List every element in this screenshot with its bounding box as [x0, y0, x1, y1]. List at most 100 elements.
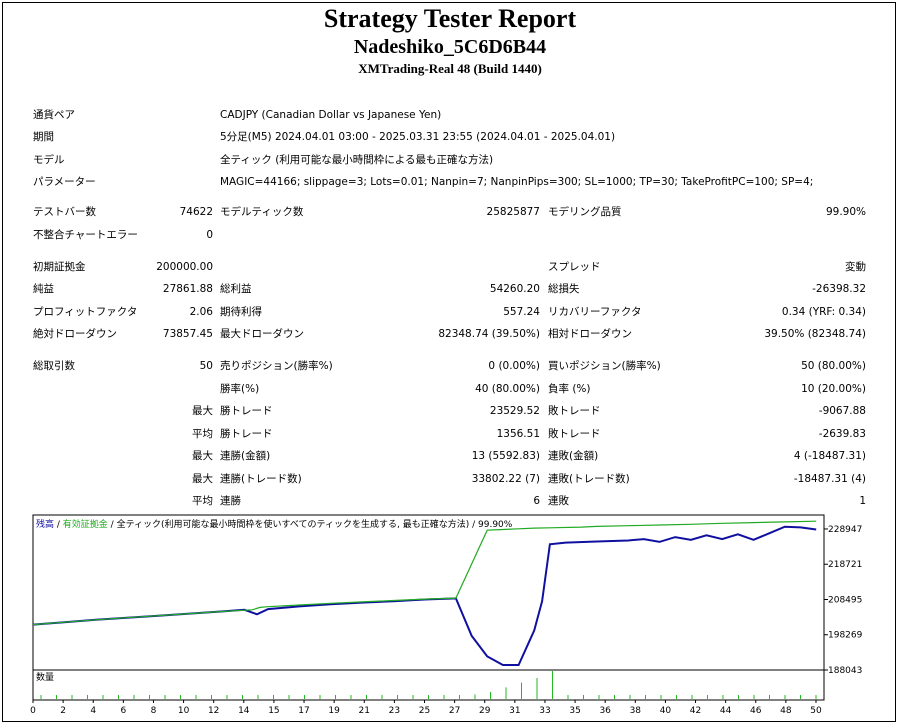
- rel-drawdown-value: 39.50% (82348.74): [764, 328, 866, 340]
- legend-balance: 残高: [36, 518, 54, 530]
- model-label: モデル: [33, 154, 65, 166]
- x-tick-label: 6: [120, 706, 126, 716]
- avg-loss-value: -2639.83: [818, 428, 866, 440]
- rel-drawdown-label: 相対ドローダウン: [548, 328, 632, 340]
- profit-factor-label: プロフィットファクタ: [33, 306, 138, 318]
- chart-legend: 残高 / 有効証拠金 / 全ティック(利用可能な最小時間枠を使いすべてのティック…: [36, 518, 513, 530]
- params-label: パラメーター: [33, 176, 96, 188]
- gross-profit-value: 54260.20: [489, 283, 540, 295]
- x-tick-label: 19: [328, 706, 340, 716]
- avg-consec-loss-value: 1: [859, 495, 866, 507]
- avg-consec-loss-label: 連敗: [548, 495, 569, 507]
- legend-sep-1: /: [54, 520, 63, 530]
- short-positions-label: 売りポジション(勝率%): [220, 360, 333, 372]
- profit-factor-value: 2.06: [189, 306, 213, 318]
- total-trades-value: 50: [199, 360, 213, 372]
- x-tick-label: 33: [539, 706, 550, 716]
- x-tick-label: 38: [630, 706, 642, 716]
- max-word: 最大: [192, 405, 213, 417]
- loss-rate-label: 負率 (%): [548, 383, 591, 395]
- x-tick-label: 17: [298, 706, 309, 716]
- legend-sep-3: /: [469, 520, 478, 530]
- largest-win-value: 23529.52: [489, 405, 540, 417]
- deposit-value: 200000.00: [156, 261, 213, 273]
- avg-consec-wins-value: 6: [533, 495, 540, 507]
- legend-sep-2: /: [108, 520, 117, 530]
- y-tick-label: 198269: [828, 631, 863, 641]
- x-tick-label: 21: [359, 706, 370, 716]
- consec-wins-count-label: 連勝(トレード数): [220, 473, 302, 485]
- server-build: XMTrading-Real 48 (Build 1440): [358, 61, 542, 76]
- short-positions-value: 0 (0.00%): [488, 360, 540, 372]
- symbol-label: 通貨ペア: [33, 109, 75, 121]
- consec-wins-money-label: 連勝(金額): [220, 450, 271, 462]
- largest-loss-label: 敗トレード: [548, 405, 601, 417]
- legend-quality: 99.90%: [478, 520, 513, 530]
- bars-value: 74622: [179, 206, 213, 218]
- consec-wins-money-value: 13 (5592.83): [471, 450, 540, 462]
- quality-label: モデリング品質: [548, 206, 622, 218]
- x-tick-label: 8: [151, 706, 157, 716]
- period-value: 5分足(M5) 2024.04.01 03:00 - 2025.03.31 23…: [220, 131, 616, 143]
- x-tick-label: 15: [268, 706, 279, 716]
- model-value: 全ティック (利用可能な最小時間枠による最も正確な方法): [220, 154, 494, 166]
- y-tick-label: 218721: [828, 560, 862, 570]
- bars-label: テストバー数: [33, 206, 96, 218]
- win-rate-value: 40 (80.00%): [475, 383, 540, 395]
- gross-loss-value: -26398.32: [812, 283, 866, 295]
- legend-equity: 有効証拠金: [63, 518, 108, 530]
- report-title: Strategy Tester Report: [323, 4, 577, 33]
- avg-loss-label: 敗トレード: [548, 428, 601, 440]
- total-trades-label: 総取引数: [33, 360, 75, 372]
- x-tick-label: 25: [419, 706, 430, 716]
- ticks-value: 25825877: [486, 206, 540, 218]
- spread-label: スプレッド: [548, 261, 601, 273]
- avg-word-2: 平均: [192, 495, 213, 507]
- avg-win-value: 1356.51: [496, 428, 540, 440]
- symbol-value: CADJPY (Canadian Dollar vs Japanese Yen): [220, 109, 442, 121]
- x-tick-label: 44: [720, 706, 732, 716]
- consec-loss-count-label: 連敗(トレード数): [548, 473, 630, 485]
- consec-loss-count-value: -18487.31 (4): [793, 473, 866, 485]
- y-tick-label: 188043: [828, 666, 862, 676]
- balance-line: [32, 520, 817, 626]
- largest-win-label: 勝トレード: [220, 405, 273, 417]
- expected-payoff-value: 557.24: [503, 306, 540, 318]
- spread-value: 変動: [845, 261, 866, 273]
- recovery-factor-label: リカバリーファクタ: [548, 306, 642, 318]
- consec-loss-money-value: 4 (-18487.31): [793, 450, 866, 462]
- x-tick-label: 29: [479, 706, 491, 716]
- largest-loss-value: -9067.88: [818, 405, 866, 417]
- consec-wins-count-value: 33802.22 (7): [471, 473, 540, 485]
- abs-drawdown-label: 絶対ドローダウン: [33, 328, 117, 340]
- x-tick-label: 14: [238, 706, 250, 716]
- abs-drawdown-value: 73857.45: [162, 328, 213, 340]
- x-tick-label: 46: [750, 706, 762, 716]
- mismatch-value: 0: [206, 229, 213, 241]
- avg-win-label: 勝トレード: [220, 428, 273, 440]
- mismatch-label: 不整合チャートエラー: [33, 229, 138, 241]
- consec-loss-money-label: 連敗(金額): [548, 450, 599, 462]
- max-drawdown-label: 最大ドローダウン: [220, 328, 304, 340]
- ticks-label: モデルティック数: [220, 206, 304, 218]
- max-drawdown-value: 82348.74 (39.50%): [438, 328, 540, 340]
- legend-model: 全ティック(利用可能な最小時間枠を使いすべてのティックを生成する, 最も正確な方…: [117, 518, 470, 530]
- x-tick-label: 2: [60, 706, 66, 716]
- y-tick-label: 208495: [828, 595, 862, 605]
- x-tick-label: 40: [660, 706, 672, 716]
- x-tick-label: 23: [389, 706, 400, 716]
- long-positions-value: 50 (80.00%): [801, 360, 866, 372]
- chart-plot-area: [32, 514, 825, 671]
- x-tick-label: 0: [30, 706, 36, 716]
- avg-consec-wins-label: 連勝: [220, 495, 241, 507]
- net-profit-label: 純益: [33, 283, 54, 295]
- max-word-3: 最大: [192, 473, 213, 485]
- x-tick-label: 50: [810, 706, 822, 716]
- win-rate-label: 勝率(%): [220, 383, 260, 395]
- x-tick-label: 42: [690, 706, 701, 716]
- y-tick-label: 228947: [828, 525, 862, 535]
- x-tick-label: 4: [90, 706, 96, 716]
- long-positions-label: 買いポジション(勝率%): [548, 360, 661, 372]
- quality-value: 99.90%: [825, 206, 866, 218]
